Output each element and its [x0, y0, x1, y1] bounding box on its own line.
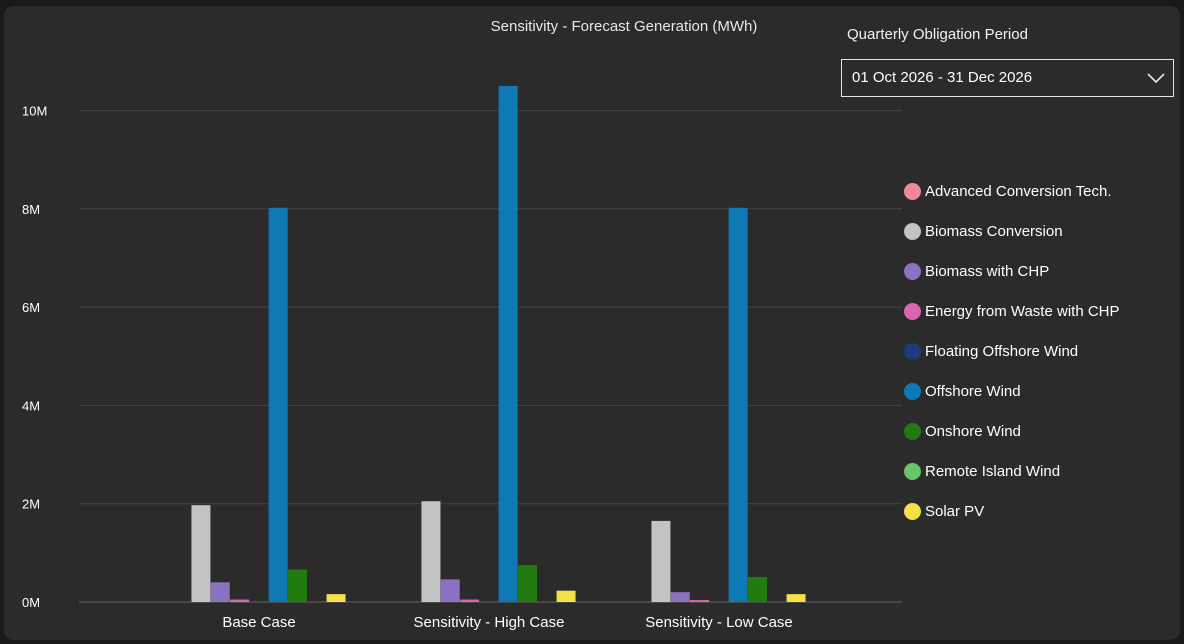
- bar-solar-pv[interactable]: [326, 594, 346, 602]
- bar-solar-pv[interactable]: [556, 590, 576, 602]
- legend-label: Onshore Wind: [925, 422, 1021, 440]
- bar-biomass-conversion[interactable]: [421, 501, 441, 602]
- bar-biomass-with-chp[interactable]: [670, 592, 690, 602]
- bar-onshore-wind[interactable]: [287, 569, 307, 602]
- legend-label: Energy from Waste with CHP: [925, 302, 1120, 320]
- legend-marker: [904, 302, 921, 320]
- bar-solar-pv[interactable]: [786, 594, 806, 602]
- legend-marker: [904, 502, 921, 520]
- bar-onshore-wind[interactable]: [517, 565, 537, 602]
- legend-item[interactable]: Solar PV: [904, 491, 1120, 531]
- x-axis-ticks: Base Case Sensitivity - High Case Sensitiv…: [222, 614, 792, 631]
- legend-item[interactable]: Biomass Conversion: [904, 211, 1120, 251]
- legend-label: Floating Offshore Wind: [925, 342, 1079, 360]
- bar-energy-from-waste-with-chp[interactable]: [460, 599, 480, 602]
- bar-offshore-wind[interactable]: [268, 207, 288, 602]
- x-tick-label: Base Case: [222, 614, 295, 631]
- legend-label: Biomass with CHP: [925, 262, 1050, 280]
- bar-chart: 0M 2M 4M 6M 8M 10M Base Case Sensitivity - Hig…: [22, 85, 902, 631]
- legend-item[interactable]: Onshore Wind: [904, 411, 1120, 451]
- chevron-down-icon: [1147, 73, 1165, 84]
- period-dropdown[interactable]: 01 Oct 2026 - 31 Dec 2026: [841, 59, 1174, 97]
- y-axis-ticks: 0M 2M 4M 6M 8M 10M: [22, 104, 47, 611]
- bar-offshore-wind[interactable]: [728, 207, 748, 602]
- chart-legend: Advanced Conversion Tech. Biomass Convers…: [904, 171, 1120, 531]
- y-tick-label: 4M: [22, 398, 40, 413]
- legend-item[interactable]: Floating Offshore Wind: [904, 331, 1120, 371]
- bar-biomass-with-chp[interactable]: [210, 582, 230, 602]
- legend-item[interactable]: Remote Island Wind: [904, 451, 1120, 491]
- legend-item[interactable]: Biomass with CHP: [904, 251, 1120, 291]
- legend-label: Advanced Conversion Tech.: [925, 182, 1112, 200]
- bar-energy-from-waste-with-chp[interactable]: [230, 599, 250, 602]
- legend-marker: [904, 342, 921, 360]
- legend-marker: [904, 222, 921, 240]
- legend-label: Remote Island Wind: [925, 462, 1061, 480]
- bar-onshore-wind[interactable]: [747, 576, 767, 602]
- y-tick-label: 10M: [22, 104, 47, 119]
- period-dropdown-value: 01 Oct 2026 - 31 Dec 2026: [852, 69, 1033, 86]
- bars: [191, 85, 806, 603]
- legend-marker: [904, 262, 921, 280]
- x-tick-label: Sensitivity - Low Case: [645, 614, 793, 631]
- bar-energy-from-waste-with-chp[interactable]: [690, 600, 710, 602]
- y-tick-label: 0M: [22, 595, 40, 610]
- y-tick-label: 6M: [22, 300, 40, 315]
- legend-item[interactable]: Offshore Wind: [904, 371, 1120, 411]
- chart-panel: 0M 2M 4M 6M 8M 10M Base Case Sensitivity - Hig…: [4, 6, 1180, 640]
- bar-biomass-with-chp[interactable]: [440, 579, 460, 602]
- y-tick-label: 8M: [22, 202, 40, 217]
- y-tick-label: 2M: [22, 497, 40, 512]
- legend-marker: [904, 382, 921, 400]
- legend-label: Offshore Wind: [925, 382, 1021, 400]
- bar-biomass-conversion[interactable]: [191, 505, 211, 602]
- chart-title: Sensitivity - Forecast Generation (MWh): [490, 18, 758, 35]
- legend-marker: [904, 422, 921, 440]
- legend-item[interactable]: Advanced Conversion Tech.: [904, 171, 1120, 211]
- period-slicer-label: Quarterly Obligation Period: [847, 26, 1028, 43]
- legend-label: Biomass Conversion: [925, 222, 1063, 240]
- legend-marker: [904, 182, 921, 200]
- bar-offshore-wind[interactable]: [498, 85, 518, 603]
- legend-label: Solar PV: [925, 502, 985, 520]
- legend-marker: [904, 462, 921, 480]
- x-tick-label: Sensitivity - High Case: [414, 614, 565, 631]
- bar-biomass-conversion[interactable]: [651, 520, 671, 602]
- legend-item[interactable]: Energy from Waste with CHP: [904, 291, 1120, 331]
